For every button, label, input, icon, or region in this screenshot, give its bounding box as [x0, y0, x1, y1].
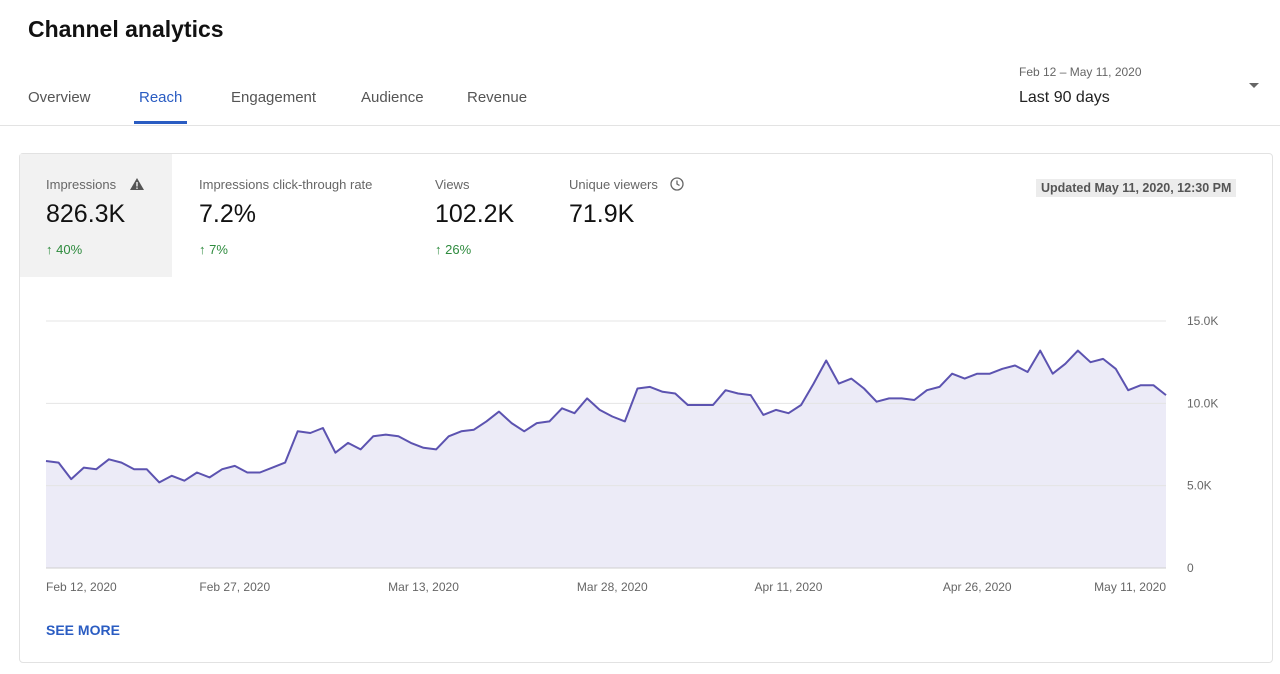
updated-timestamp: Updated May 11, 2020, 12:30 PM [1036, 179, 1237, 197]
metric-delta-value: 26% [445, 242, 472, 257]
x-tick-label: May 11, 2020 [1094, 580, 1166, 594]
metric-delta-value: 7% [209, 242, 228, 257]
tab-reach[interactable]: Reach [139, 89, 183, 106]
see-more-link[interactable]: SEE MORE [46, 622, 120, 638]
tab-audience[interactable]: Audience [361, 89, 424, 106]
page-title: Channel analytics [28, 16, 224, 42]
x-tick-label: Feb 12, 2020 [46, 580, 117, 594]
y-tick-label: 10.0K [1187, 396, 1218, 410]
metric-value: 826.3K [46, 200, 126, 228]
clock-icon [670, 177, 684, 191]
metric-value: 71.9K [569, 200, 635, 228]
metric-value: 102.2K [435, 200, 515, 228]
metric-label: Unique viewers [569, 177, 658, 192]
metric-delta-value: 40% [56, 242, 83, 257]
active-tab-indicator [134, 121, 187, 124]
date-range-text: Feb 12 – May 11, 2020 [1019, 65, 1142, 79]
metric-value: 7.2% [199, 200, 256, 228]
header-divider [0, 125, 1280, 126]
metric-delta: ↑ 26% [435, 242, 471, 257]
chart-area-fill [46, 350, 1166, 568]
tab-revenue[interactable]: Revenue [467, 89, 528, 106]
y-tick-label: 15.0K [1187, 314, 1218, 328]
reach-card [19, 153, 1273, 663]
x-tick-label: Apr 26, 2020 [943, 580, 1012, 594]
y-tick-label: 5.0K [1187, 479, 1212, 493]
x-tick-label: Mar 28, 2020 [577, 580, 648, 594]
x-tick-label: Feb 27, 2020 [199, 580, 270, 594]
arrow-up-icon: ↑ [46, 242, 57, 257]
x-tick-label: Mar 13, 2020 [388, 580, 459, 594]
metric-tile-impressions[interactable] [20, 154, 172, 277]
date-range-selected: Last 90 days [1019, 89, 1110, 106]
metric-label: Impressions [46, 177, 117, 192]
warning-icon [130, 178, 144, 190]
arrow-up-icon: ↑ [435, 242, 446, 257]
metric-delta: ↑ 7% [199, 242, 228, 257]
tab-overview[interactable]: Overview [28, 89, 91, 106]
tab-engagement[interactable]: Engagement [231, 89, 317, 106]
metric-label: Views [435, 177, 470, 192]
x-tick-label: Apr 11, 2020 [755, 580, 823, 594]
metric-label: Impressions click-through rate [199, 177, 373, 192]
metric-delta: ↑ 40% [46, 242, 82, 257]
arrow-up-icon: ↑ [199, 242, 210, 257]
y-tick-label: 0 [1187, 561, 1194, 575]
chevron-down-icon[interactable] [1249, 83, 1259, 88]
chart-line [45, 349, 1167, 484]
